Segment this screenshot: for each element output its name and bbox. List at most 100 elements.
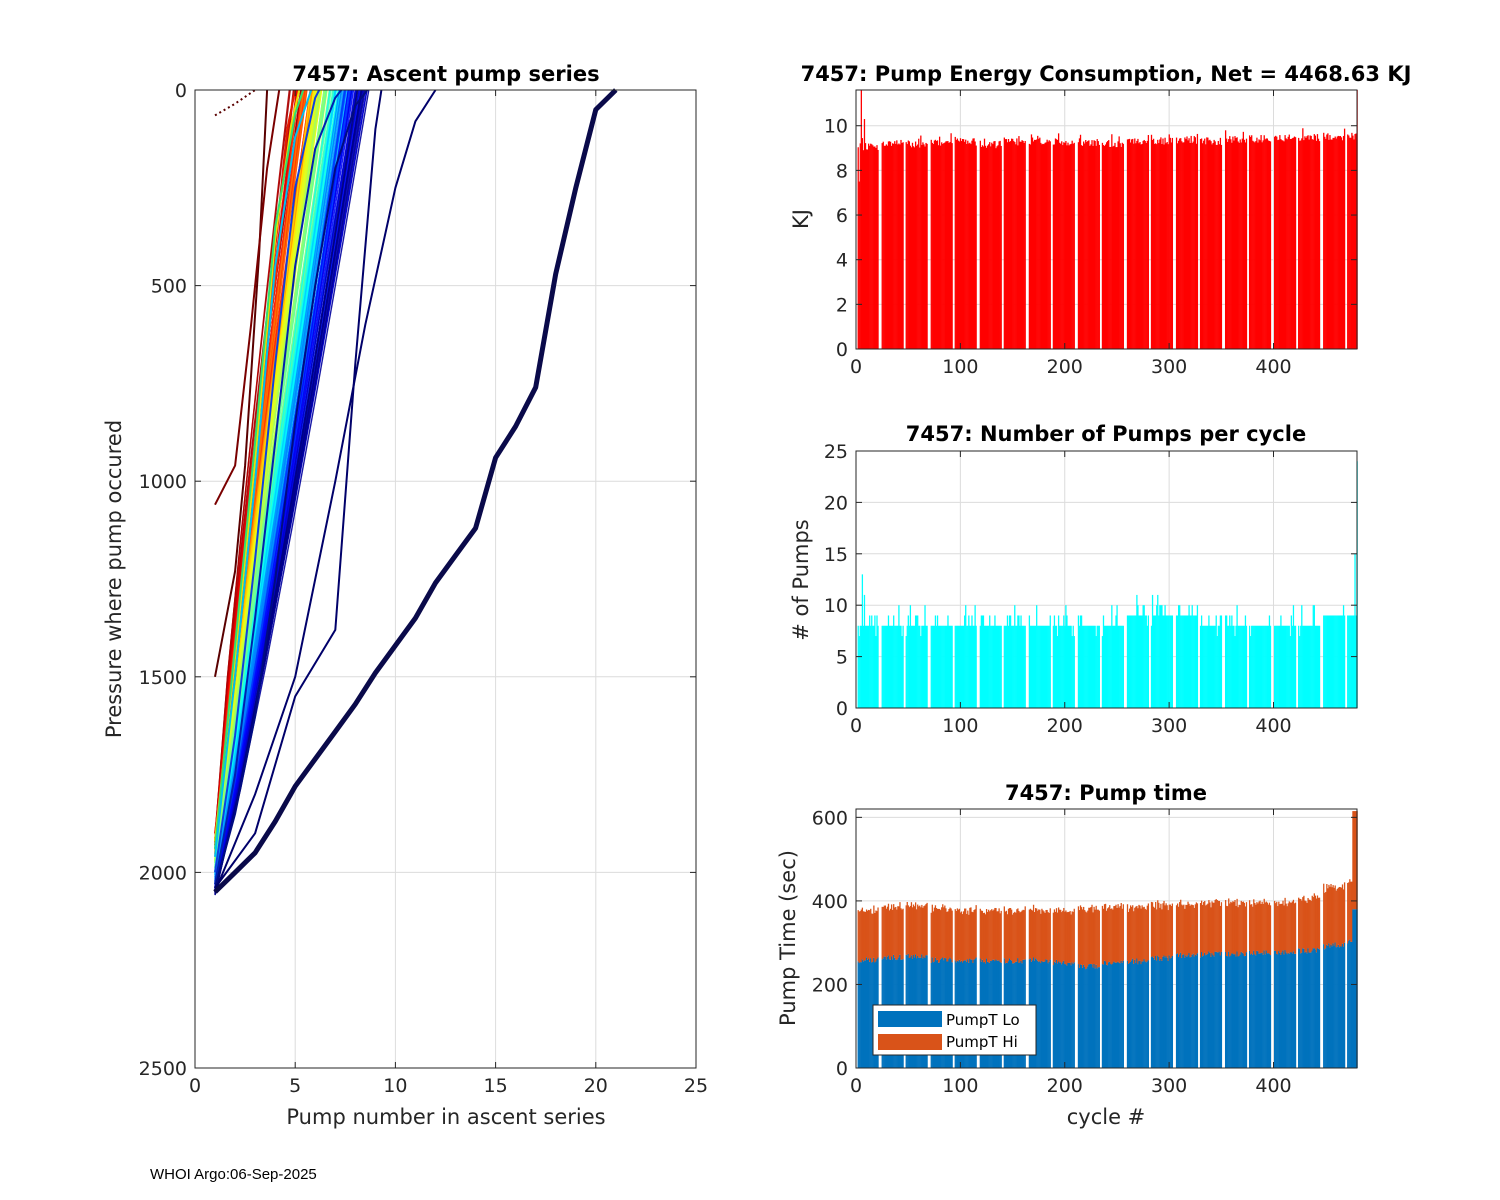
- pumptime-hi-bar: [938, 908, 941, 963]
- pumps-bar: [1326, 615, 1328, 708]
- pumps-bar: [1003, 625, 1005, 708]
- pumps-bar: [1150, 625, 1153, 708]
- pumptime-hi-bar: [1229, 903, 1231, 957]
- pumps-bar: [1226, 615, 1228, 708]
- pumptime-lo-bar: [1048, 961, 1050, 1068]
- pumptime-hi-bar: [1144, 908, 1146, 962]
- pumps-bar: [889, 625, 892, 708]
- energy-bar: [986, 145, 989, 349]
- pumptime-lo-bar: [1349, 939, 1351, 1068]
- pumps-bar: [1184, 615, 1186, 708]
- pumps-bar: [1014, 605, 1016, 708]
- pumptime-hi-bar: [1135, 906, 1137, 963]
- pumptime-hi-bar: [975, 905, 977, 958]
- energy-bar: [974, 141, 976, 349]
- pumptime-hi-bar: [1086, 912, 1088, 969]
- pumps-bar: [1038, 625, 1040, 708]
- pumptime-lo-bar: [1331, 946, 1333, 1068]
- pumptime-lo-bar: [1211, 953, 1213, 1068]
- pumptime-hi-bar: [1041, 908, 1043, 962]
- pumptime-hi-bar: [1349, 879, 1351, 940]
- energy-bar: [1005, 139, 1008, 349]
- pumptime-hi-bar: [1189, 905, 1191, 958]
- energy-y-axis-label: KJ: [789, 209, 813, 229]
- pumps-bar: [1165, 615, 1167, 708]
- pumps-bar: [1162, 615, 1164, 708]
- pumps-bar: [1065, 605, 1067, 708]
- pumps-bar: [1250, 636, 1252, 708]
- pumps-bar: [1116, 605, 1118, 708]
- pumptime-hi-bar: [1282, 900, 1284, 951]
- pumps-bar: [1137, 605, 1139, 708]
- pumps-bar: [1175, 615, 1178, 708]
- pumptime-lo-bar: [1237, 956, 1239, 1068]
- pumptime-lo-bar: [1214, 951, 1216, 1068]
- pumptime-hi-bar: [1136, 905, 1138, 959]
- pumps-bar: [869, 615, 871, 708]
- pumps-bar: [1153, 615, 1156, 708]
- pumps-bar: [894, 625, 896, 708]
- pumps-bar: [1052, 625, 1055, 708]
- pumptime-lo-bar: [1111, 964, 1113, 1068]
- energy-bar: [1011, 138, 1013, 349]
- pumptime-hi-bar: [1126, 904, 1129, 961]
- ascent-series-late-cycle-blue-a: [214, 89, 321, 873]
- pumps-bar: [1072, 625, 1074, 708]
- pumptime-hi-bar: [1206, 904, 1208, 955]
- y-tick-label: 4: [836, 250, 848, 272]
- pumptime-hi-bar: [1022, 909, 1024, 960]
- pumptime-lo-bar: [1145, 962, 1147, 1068]
- pumptime-hi-bar: [1024, 906, 1026, 960]
- pumptime-lo-bar: [1092, 967, 1094, 1068]
- energy-bar: [1300, 140, 1302, 349]
- energy-bar: [1137, 138, 1139, 349]
- pumps-bar: [1159, 605, 1161, 708]
- energy-bar: [1127, 139, 1130, 349]
- pumps-bar: [1200, 615, 1203, 708]
- pumptime-lo-bar: [1230, 955, 1232, 1068]
- energy-bar: [934, 139, 937, 349]
- pumps-bar: [1251, 625, 1253, 708]
- pumps-bar: [1005, 625, 1008, 708]
- pumps-bar: [1032, 625, 1035, 708]
- energy-bar: [910, 147, 913, 349]
- pumptime-lo-bar: [1077, 964, 1080, 1068]
- energy-bar: [911, 142, 914, 349]
- energy-bar: [1209, 139, 1211, 349]
- energy-bar: [1141, 143, 1143, 349]
- pumps-bar: [907, 615, 909, 708]
- x-tick-label: 300: [1151, 715, 1187, 737]
- pumptime-lo-bar: [1095, 964, 1097, 1068]
- pumps-bar: [1193, 615, 1195, 708]
- pumps-bar: [1279, 625, 1281, 708]
- pumptime-hi-bar: [1089, 907, 1091, 965]
- pumps-bar: [1067, 625, 1069, 708]
- pumps-bar: [1077, 615, 1080, 708]
- pumptime-hi-bar: [1204, 900, 1206, 953]
- ascent-y-axis-label: Pressure where pump occured: [102, 420, 126, 738]
- pumps-bar: [1022, 625, 1024, 708]
- pumptime-hi-bar: [1147, 903, 1150, 961]
- pumps-bar: [1349, 615, 1351, 708]
- pumptime-hi-bar: [1015, 912, 1017, 962]
- pumps-bar: [1138, 615, 1140, 708]
- pumptime-lo-bar: [1301, 952, 1303, 1068]
- pumptime-lo-bar: [1232, 953, 1234, 1068]
- y-tick-label: 6: [836, 205, 848, 227]
- pumptime-hi-bar: [1101, 905, 1104, 965]
- pumps-bar: [1061, 625, 1063, 708]
- energy-bar: [1145, 142, 1147, 349]
- energy-bar: [1350, 137, 1352, 349]
- pumptime-lo-bar: [1086, 968, 1088, 1068]
- pumptime-hi-bar: [933, 907, 936, 962]
- energy-bar: [1103, 145, 1106, 349]
- pumptime-hi-bar: [1236, 898, 1238, 952]
- energy-bar: [1049, 141, 1051, 349]
- pumptime-hi-bar: [1300, 899, 1302, 954]
- pumps-bar: [920, 636, 922, 708]
- x-tick-label: 200: [1047, 356, 1083, 378]
- energy-bar: [994, 141, 996, 349]
- energy-bar: [1066, 145, 1068, 349]
- pumptime-lo-bar: [1151, 956, 1154, 1068]
